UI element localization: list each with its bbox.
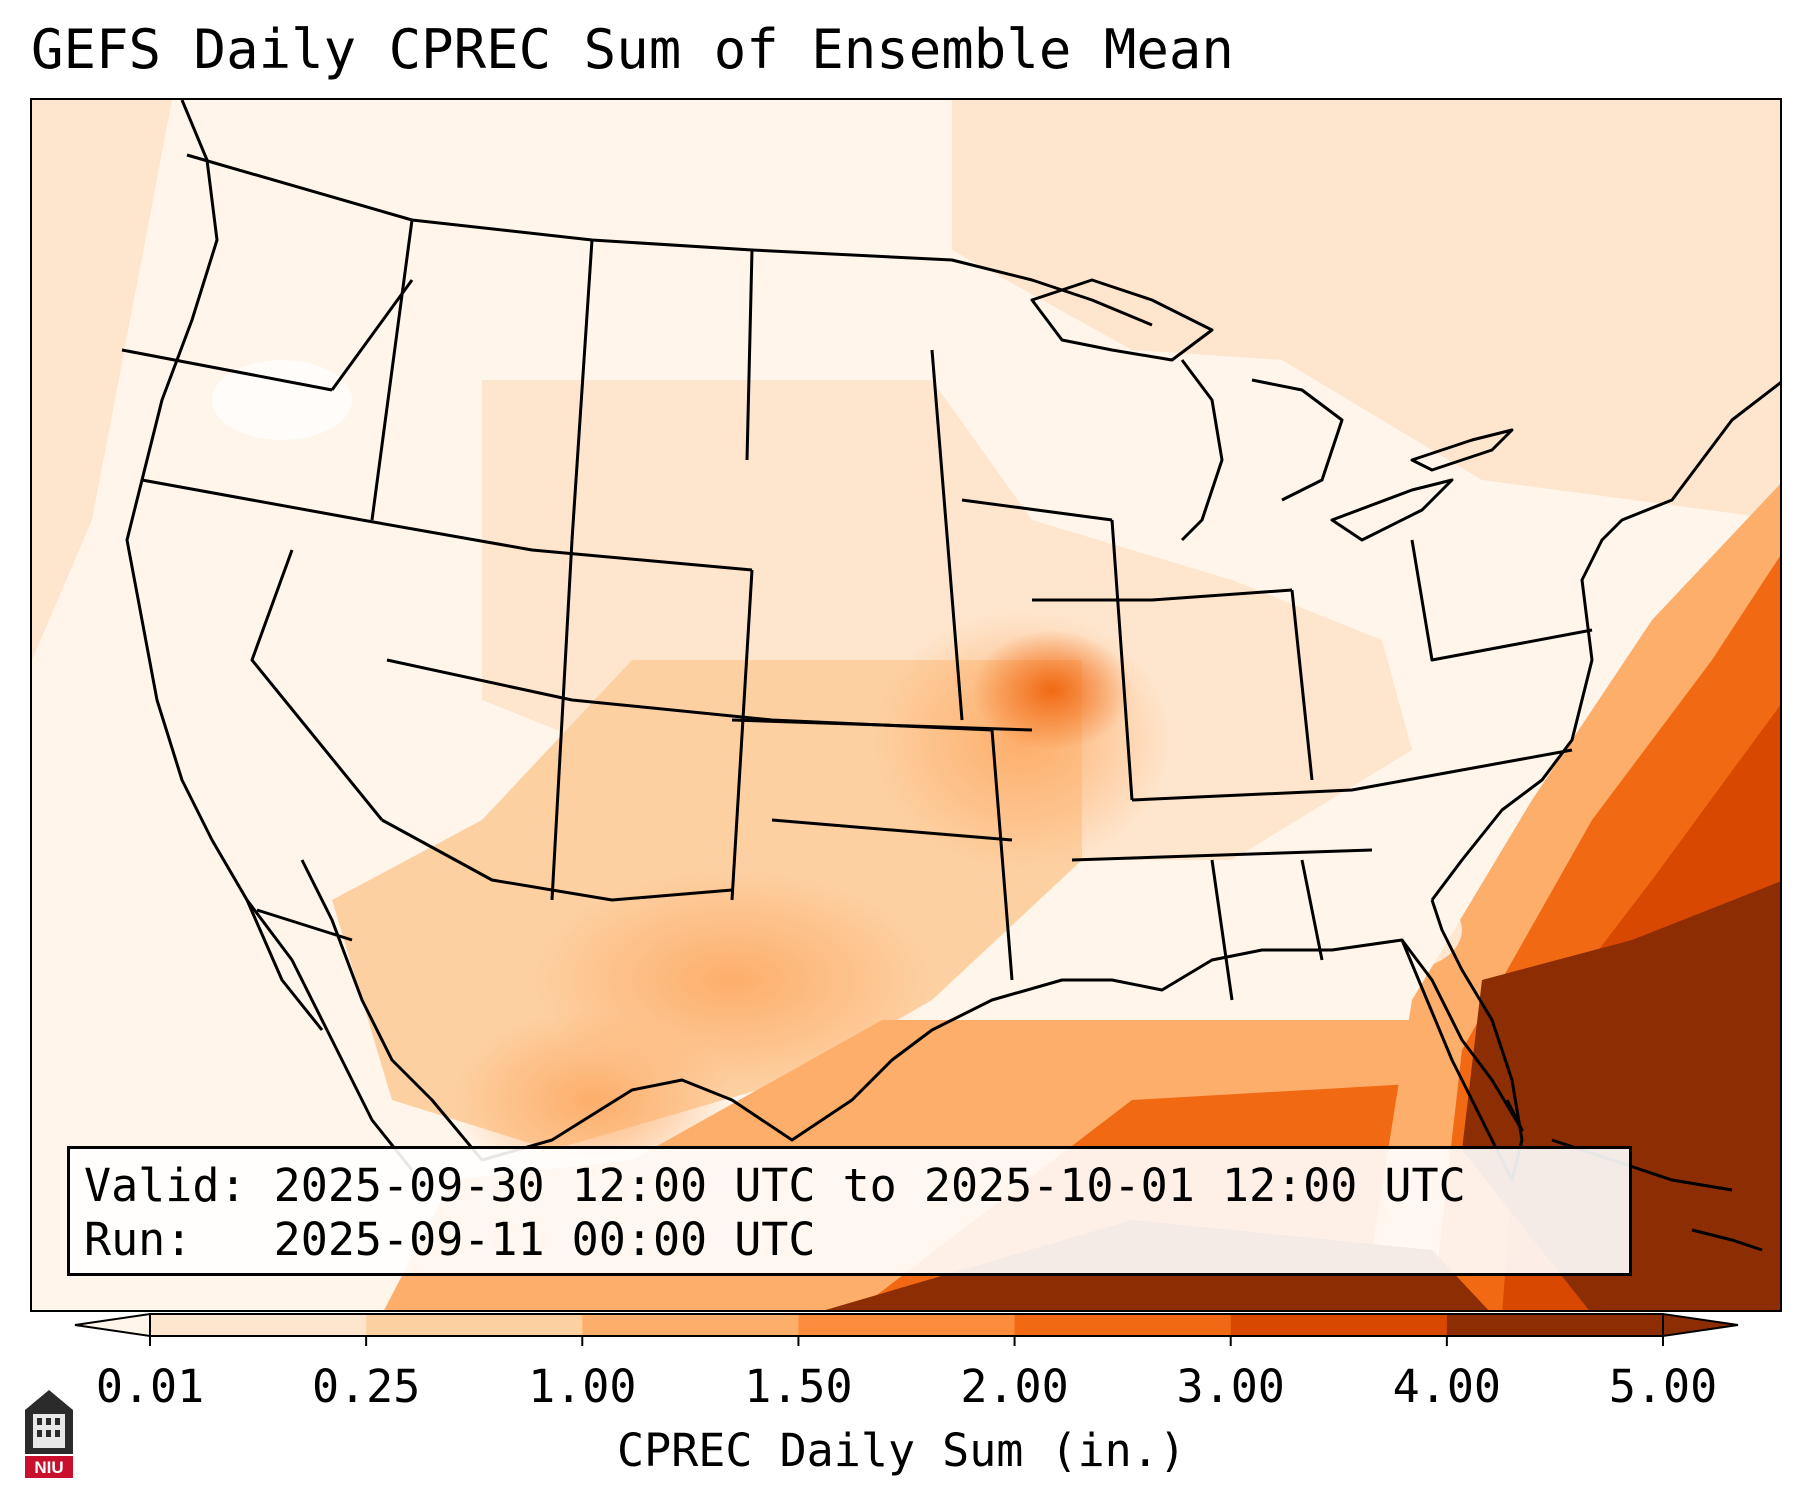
colorbar-segment: [1014, 1314, 1232, 1336]
colorbar-tick-label: 2.00: [960, 1360, 1069, 1413]
map-panel: [30, 98, 1782, 1312]
colorbar-label: CPREC Daily Sum (in.): [617, 1424, 1186, 1477]
colorbar-tick-label: 1.50: [744, 1360, 853, 1413]
valid-time-line: Valid: 2025-09-30 12:00 UTC to 2025-10-0…: [84, 1159, 1466, 1212]
colorbar-segment: [1446, 1314, 1664, 1336]
colorbar-outline: [149, 1313, 1664, 1337]
colorbar-segment: [798, 1314, 1016, 1336]
colorbar-extend-high: [1662, 1312, 1739, 1338]
svg-text:NIU: NIU: [34, 1458, 63, 1477]
colorbar-tick-label: 0.01: [95, 1360, 205, 1413]
validity-info-box: Valid: 2025-09-30 12:00 UTC to 2025-10-0…: [67, 1146, 1632, 1276]
run-time-line: Run: 2025-09-11 00:00 UTC: [84, 1213, 816, 1266]
colorbar-tick-label: 4.00: [1392, 1360, 1502, 1413]
colorbar: [74, 1312, 1739, 1346]
colorbar-segment: [582, 1314, 799, 1336]
colorbar-segment: [366, 1314, 583, 1336]
colorbar-tick-label: 1.00: [528, 1360, 637, 1413]
colorbar-tick-label: 5.00: [1608, 1360, 1718, 1413]
page-title: GEFS Daily CPREC Sum of Ensemble Mean: [31, 18, 1234, 81]
colorbar-segment: [150, 1314, 367, 1336]
niu-logo: NIU: [25, 1390, 73, 1478]
colorbar-tick-label: 0.25: [311, 1360, 421, 1413]
colorbar-tick-label: 3.00: [1176, 1360, 1285, 1413]
colorbar-segment: [1230, 1314, 1448, 1336]
precipitation-map: [32, 100, 1780, 1310]
colorbar-extend-low: [74, 1312, 151, 1338]
